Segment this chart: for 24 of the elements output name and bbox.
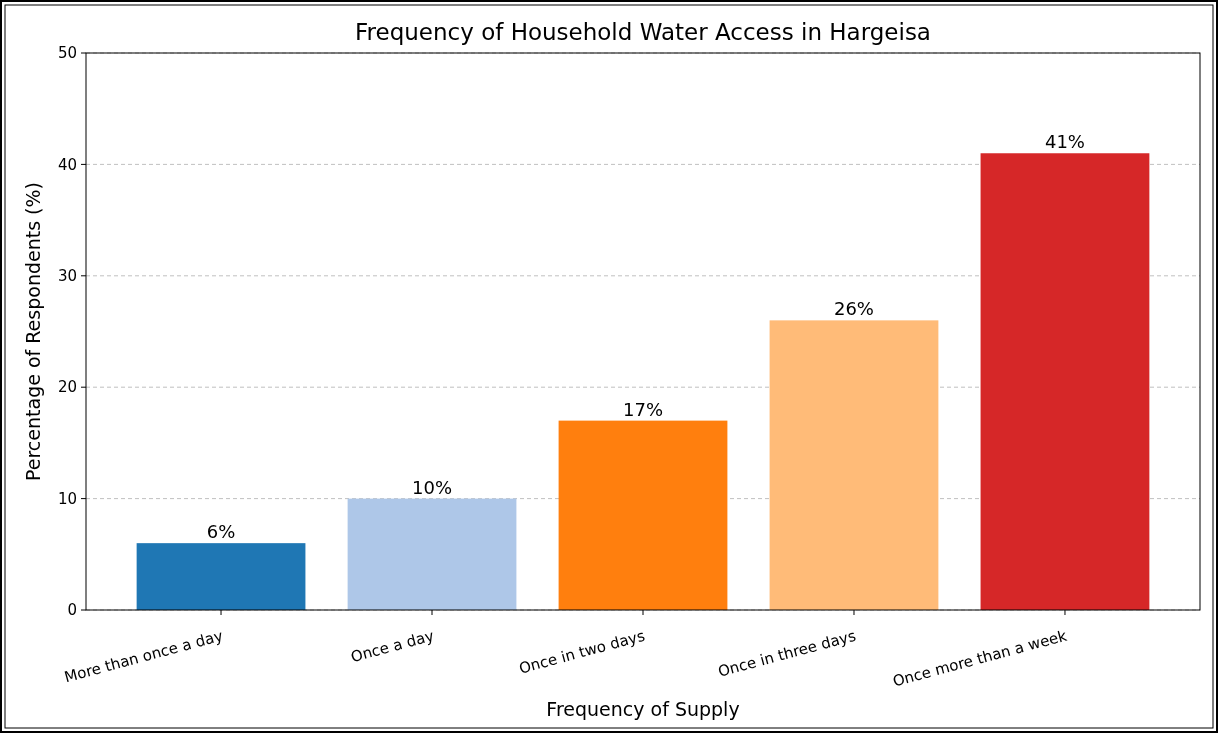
x-tick-label: Once more than a week xyxy=(890,626,1070,691)
bar xyxy=(347,498,517,610)
data-label: 6% xyxy=(206,521,236,543)
y-tick-label: 50 xyxy=(57,44,77,63)
y-tick-label: 0 xyxy=(67,601,77,620)
y-axis-title: Percentage of Respondents (%) xyxy=(22,182,44,481)
x-tick-label: More than once a day xyxy=(62,626,225,687)
x-tick-label: Once in two days xyxy=(517,626,647,678)
bar xyxy=(980,153,1150,610)
bar xyxy=(136,543,306,610)
y-tick-label: 20 xyxy=(57,378,77,397)
x-tick-label: Once in three days xyxy=(716,626,858,681)
y-tick-label: 40 xyxy=(57,155,77,174)
y-tick-label: 30 xyxy=(57,267,77,286)
x-tick-label: Once a day xyxy=(348,626,436,667)
data-label: 26% xyxy=(833,298,874,320)
data-label: 41% xyxy=(1044,131,1085,153)
bar xyxy=(769,320,939,610)
data-label: 17% xyxy=(622,398,664,420)
x-axis-title: Frequency of Supply xyxy=(546,698,740,720)
bar xyxy=(558,420,728,610)
chart-title: Frequency of Household Water Access in Hargeisa xyxy=(355,19,931,45)
y-tick-label: 10 xyxy=(57,489,77,508)
data-label: 10% xyxy=(412,476,453,498)
